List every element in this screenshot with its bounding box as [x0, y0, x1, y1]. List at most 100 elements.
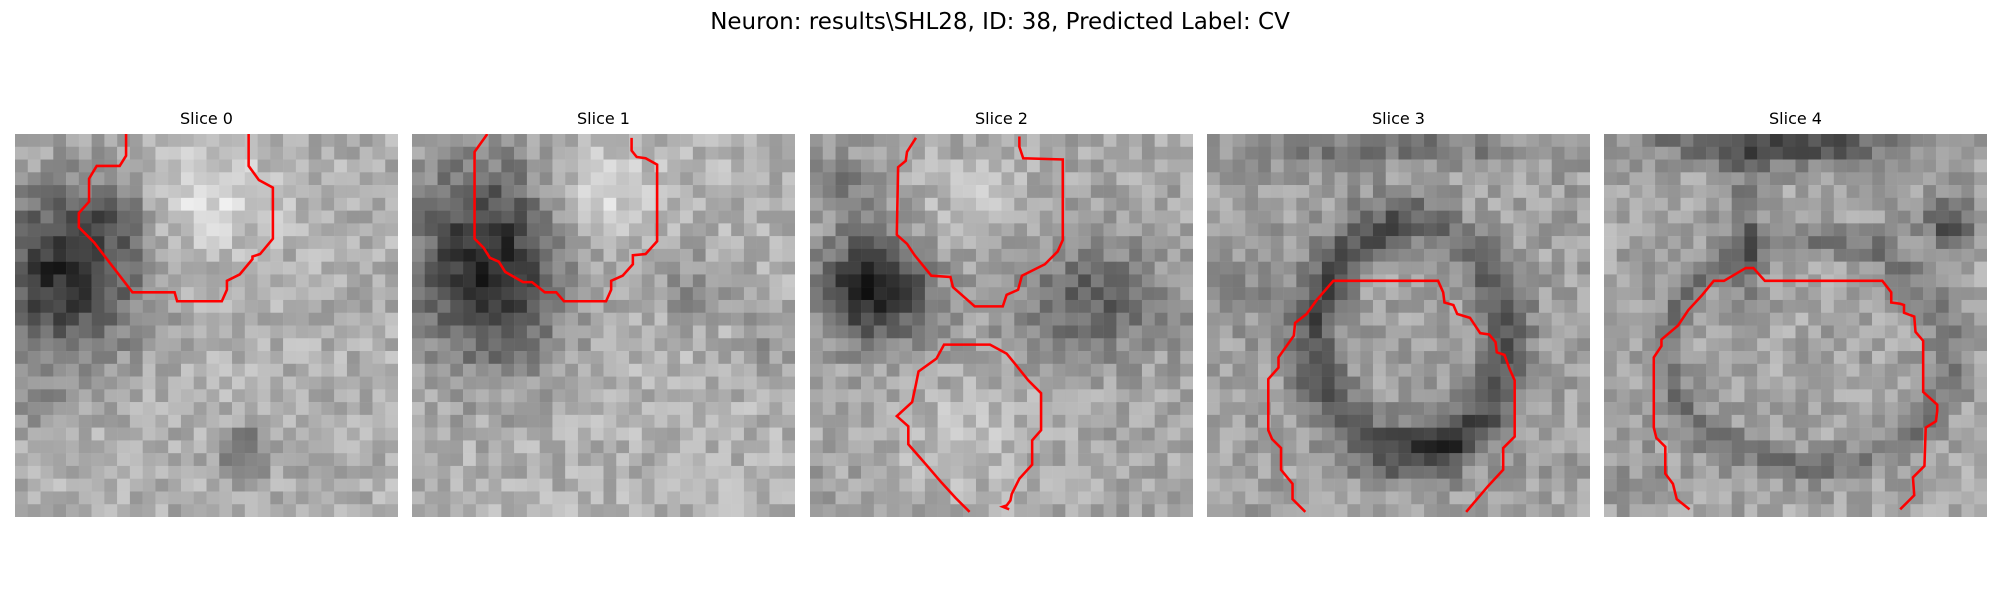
- pixel: [1731, 504, 1745, 517]
- pixel: [232, 299, 246, 313]
- pixel: [1385, 172, 1399, 186]
- pixel: [1296, 223, 1310, 237]
- pixel: [937, 146, 951, 160]
- pixel: [963, 185, 977, 199]
- pixel: [1910, 210, 1924, 224]
- pixel: [359, 465, 373, 479]
- pixel: [475, 389, 489, 403]
- pixel: [782, 274, 795, 288]
- pixel: [975, 172, 989, 186]
- pixel: [963, 325, 977, 339]
- pixel: [641, 223, 655, 237]
- pixel: [1961, 236, 1975, 250]
- pixel: [705, 210, 719, 224]
- pixel: [385, 210, 398, 224]
- pixel: [155, 261, 169, 275]
- pixel: [1693, 491, 1707, 505]
- pixel: [1360, 159, 1374, 173]
- pixel: [1475, 172, 1489, 186]
- pixel: [91, 453, 105, 467]
- pixel: [810, 402, 824, 416]
- pixel: [475, 172, 489, 186]
- pixel: [1090, 185, 1104, 199]
- pixel: [1500, 504, 1514, 517]
- pixel: [1629, 146, 1643, 160]
- pixel: [1821, 248, 1835, 262]
- pixel: [1360, 389, 1374, 403]
- pixel: [1642, 312, 1656, 326]
- pixel: [1154, 465, 1168, 479]
- pixel: [308, 210, 322, 224]
- pixel: [1475, 491, 1489, 505]
- pixel: [782, 338, 795, 352]
- pixel: [1207, 312, 1221, 326]
- pixel: [756, 427, 770, 441]
- pixel: [1154, 478, 1168, 492]
- pixel: [206, 491, 220, 505]
- pixel: [886, 427, 900, 441]
- pixel: [1629, 236, 1643, 250]
- pixel: [514, 465, 528, 479]
- pixel: [1283, 146, 1297, 160]
- pixel: [1821, 402, 1835, 416]
- pixel: [539, 312, 553, 326]
- pixel: [1360, 363, 1374, 377]
- pixel: [1795, 478, 1809, 492]
- pixel: [1948, 363, 1962, 377]
- pixel: [283, 261, 297, 275]
- pixel: [1296, 389, 1310, 403]
- pixel: [552, 312, 566, 326]
- pixel: [1782, 402, 1796, 416]
- pixel: [244, 414, 258, 428]
- pixel: [372, 465, 386, 479]
- pixel: [629, 274, 643, 288]
- pixel: [53, 376, 67, 390]
- pixel: [257, 185, 271, 199]
- pixel: [1347, 465, 1361, 479]
- pixel: [1782, 465, 1796, 479]
- pixel: [1564, 363, 1578, 377]
- pixel: [1039, 363, 1053, 377]
- pixel: [1859, 338, 1873, 352]
- pixel: [654, 312, 668, 326]
- pixel: [40, 351, 54, 365]
- pixel: [899, 376, 913, 390]
- pixel: [731, 478, 745, 492]
- pixel: [1564, 414, 1578, 428]
- pixel: [1103, 389, 1117, 403]
- pixel: [1449, 159, 1463, 173]
- pixel: [912, 236, 926, 250]
- pixel: [1398, 338, 1412, 352]
- pixel: [1487, 185, 1501, 199]
- pixel: [1232, 414, 1246, 428]
- pixel: [1859, 453, 1873, 467]
- pixel: [1258, 210, 1272, 224]
- pixel: [861, 172, 875, 186]
- pixel: [193, 363, 207, 377]
- pixel: [526, 248, 540, 262]
- pixel: [1385, 376, 1399, 390]
- pixel: [104, 210, 118, 224]
- pixel: [886, 261, 900, 275]
- pixel: [1027, 478, 1041, 492]
- pixel: [40, 478, 54, 492]
- pixel: [372, 363, 386, 377]
- pixel: [590, 376, 604, 390]
- pixel: [1116, 363, 1130, 377]
- pixel: [308, 261, 322, 275]
- pixel: [667, 389, 681, 403]
- pixel: [1897, 427, 1911, 441]
- pixel: [1655, 248, 1669, 262]
- pixel: [950, 236, 964, 250]
- pixel: [782, 440, 795, 454]
- pixel: [1782, 453, 1796, 467]
- pixel: [1001, 389, 1015, 403]
- pixel: [1154, 312, 1168, 326]
- pixel: [424, 248, 438, 262]
- pixel: [424, 172, 438, 186]
- pixel: [1680, 159, 1694, 173]
- pixel: [1757, 414, 1771, 428]
- pixel: [1475, 402, 1489, 416]
- pixel: [1718, 287, 1732, 301]
- pixel: [1245, 146, 1259, 160]
